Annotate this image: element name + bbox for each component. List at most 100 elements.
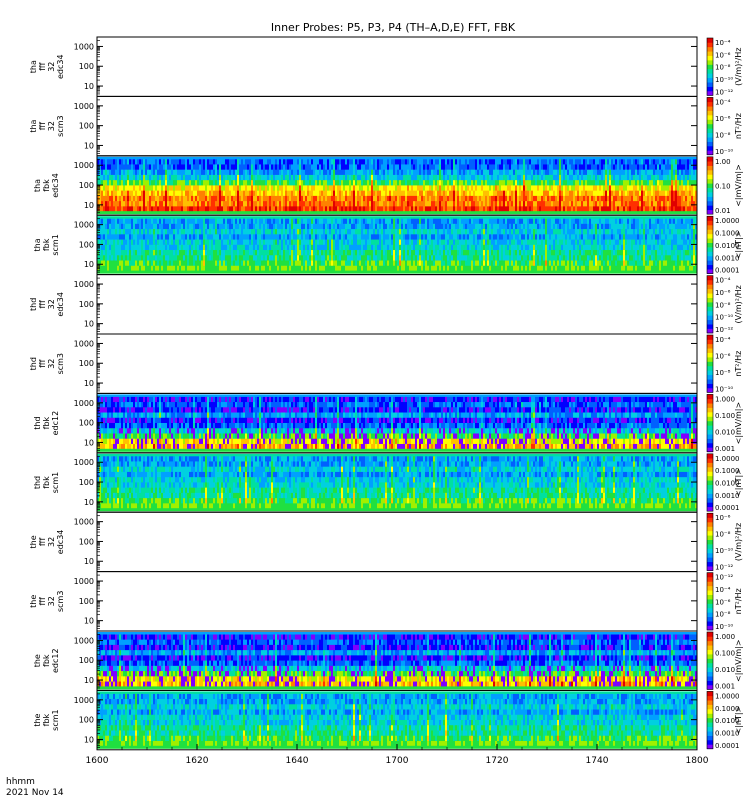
colorbar-tick-label: 10⁻¹²	[715, 88, 733, 96]
y-tick-label: 1000	[74, 518, 94, 527]
panel-frame	[96, 274, 698, 335]
colorbar-tick-label: 0.0010	[715, 492, 740, 500]
colorbar-frame	[706, 37, 714, 96]
colorbar-label: <|nT|>	[734, 231, 743, 260]
panel-the-fbk-edc12: 10 100 1000 the fbk edc12 1.000 0.100 0.010 0.001…	[33, 630, 743, 691]
panel-the-fbk-scm1: 10 100 1000 the fbk scm1 1.0000 0.1000 0.0100 0.0…	[33, 689, 743, 751]
x-axis-label-hhmm: hhmm	[6, 777, 35, 787]
colorbar-tick-label: 10⁻⁴	[715, 586, 731, 594]
y-axis-label-line: the	[33, 654, 42, 667]
colorbar-tick-label: 10⁻⁴	[715, 39, 731, 47]
panel-thd-fbk-edc12: 10 100 1000 thd fbk edc12 1.000 0.100 0.010 0.001…	[33, 392, 743, 454]
y-axis-label-line: scm1	[51, 472, 60, 493]
colorbar-tick-label: 10⁻⁴	[715, 336, 731, 344]
colorbar-tick-label: 10⁻¹⁰	[715, 385, 733, 393]
y-tick-label: 1000	[74, 696, 94, 705]
colorbar-tick-label: 10⁻⁶	[715, 598, 731, 606]
panel-frame	[96, 571, 698, 632]
colorbar-the-fff-edc34: 10⁻⁶ 10⁻⁸ 10⁻¹⁰ 10⁻¹²(V/m)²/Hz	[706, 512, 743, 572]
colorbar-frame	[706, 215, 714, 274]
colorbar-tick-label: 0.010	[715, 666, 735, 674]
x-tick-label: 1700	[386, 756, 409, 766]
colorbar-the-fbk-scm1: 1.0000 0.1000 0.0100 0.0010 0.0001 <|nT|>	[706, 691, 743, 750]
colorbar-tick-label: 10⁻⁶	[715, 289, 731, 297]
colorbar-tick-label: 10⁻⁸	[715, 64, 731, 72]
x-tick-label: 1800	[686, 756, 709, 766]
colorbar-tha-fbk-edc34: 1.00 0.10 0.01<|mV/m|>	[706, 156, 743, 215]
y-tick-label: 100	[79, 478, 94, 487]
colorbar-tick-label: 0.0010	[715, 254, 740, 262]
y-axis-label-line: fbk	[42, 713, 51, 726]
y-axis-label-line: 32	[47, 121, 56, 131]
y-axis-label-line: fbk	[42, 238, 51, 251]
spectrogram-the-fbk-scm1	[97, 691, 698, 749]
y-axis-label-line: tha	[29, 119, 38, 132]
y-axis-label-line: edc12	[51, 411, 60, 436]
colorbar-thd-fff-edc34: 10⁻⁴ 10⁻⁶ 10⁻⁸ 10⁻¹⁰ 10⁻¹²(V/m)²/Hz	[706, 275, 743, 334]
colorbar-label: nT²/Hz	[734, 113, 743, 139]
y-axis-label-line: thd	[33, 476, 42, 489]
y-axis-label-line: fff	[38, 62, 47, 71]
y-axis-label-line: tha	[29, 60, 38, 73]
y-tick-label: 10	[84, 320, 94, 329]
colorbar-label: <|nT|>	[734, 706, 743, 735]
y-tick-label: 10	[84, 438, 94, 447]
y-axis-label-line: scm3	[56, 591, 65, 612]
y-tick-label: 1000	[74, 636, 94, 645]
y-axis-label-line: edc34	[56, 54, 65, 79]
y-tick-label: 100	[79, 597, 94, 606]
colorbar-frame	[706, 334, 714, 393]
y-tick-label: 10	[84, 617, 94, 626]
y-tick-label: 100	[79, 419, 94, 428]
y-axis-label-line: 32	[47, 596, 56, 606]
colorbar-the-fff-scm3: 10⁻¹² 10⁻⁴ 10⁻⁶ 10⁻⁸ 10⁻¹⁰ nT²/Hz	[706, 572, 743, 631]
panel-thd-fbk-scm1: 10 100 1000 thd fbk scm1 1.0000 0.1000 0.0100 0.0…	[33, 452, 743, 513]
colorbar-label: (V/m)²/Hz	[734, 48, 743, 86]
colorbar-tick-label: 10⁻¹²	[715, 574, 733, 582]
colorbar-tha-fff-edc34: 10⁻⁴ 10⁻⁶ 10⁻⁸ 10⁻¹⁰ 10⁻¹²(V/m)²/Hz	[706, 37, 743, 96]
x-tick-label: 1640	[286, 756, 309, 766]
y-axis-label-line: fff	[38, 538, 47, 547]
spectrogram-the-fbk-edc12	[97, 632, 698, 690]
y-axis-label-line: edc34	[51, 173, 60, 198]
y-tick-label: 10	[84, 201, 94, 210]
colorbar-tick-label: 0.0100	[715, 242, 740, 250]
colorbar-label: nT²/Hz	[734, 351, 743, 377]
panel-frame	[96, 511, 698, 573]
y-axis-label-line: fbk	[42, 179, 51, 192]
x-axis-label-date: 2021 Nov 14	[6, 788, 64, 798]
y-tick-label: 100	[79, 62, 94, 71]
y-axis-label-line: fbk	[42, 416, 51, 429]
colorbar-frame	[706, 453, 714, 512]
spectrogram-thd-fbk-scm1	[97, 453, 698, 512]
y-tick-label: 1000	[74, 339, 94, 348]
colorbar-tick-label: 10⁻⁶	[715, 115, 731, 123]
colorbar-the-fbk-edc12: 1.000 0.100 0.010 0.001<|mV/m|>	[706, 631, 743, 690]
panel-frame	[96, 333, 698, 394]
panel-tha-fbk-edc34: 10 100 1000 tha fbk edc34 1.00 0.10 0.01<|mV/m|>	[33, 155, 743, 216]
colorbar-tick-label: 10⁻¹⁰	[715, 76, 733, 84]
colorbar-frame	[706, 394, 714, 453]
y-tick-label: 100	[79, 122, 94, 131]
colorbar-frame	[706, 691, 714, 750]
y-axis-label-line: scm3	[56, 115, 65, 136]
y-tick-label: 10	[84, 379, 94, 388]
y-axis-label-line: fbk	[42, 654, 51, 667]
y-tick-label: 10	[84, 735, 94, 744]
colorbar-frame	[706, 97, 714, 156]
colorbar-tick-label: 10⁻⁶	[715, 352, 731, 360]
colorbar-tha-fbk-scm1: 1.0000 0.1000 0.0100 0.0010 0.0001 <|nT|>	[706, 215, 743, 275]
y-axis-label-line: thd	[29, 298, 38, 311]
colorbar-tick-label: 1.0000	[715, 692, 740, 700]
colorbar-tick-label: 10⁻⁴	[715, 277, 731, 285]
y-axis-label-line: the	[29, 595, 38, 608]
y-axis-label-line: edc12	[51, 648, 60, 673]
colorbar-tick-label: 10⁻⁸	[715, 131, 731, 139]
y-axis-label-line: fff	[38, 300, 47, 309]
colorbar-frame	[706, 275, 714, 334]
colorbar-tick-label: 10⁻¹⁰	[715, 623, 733, 631]
y-axis-label-line: fff	[38, 122, 47, 131]
